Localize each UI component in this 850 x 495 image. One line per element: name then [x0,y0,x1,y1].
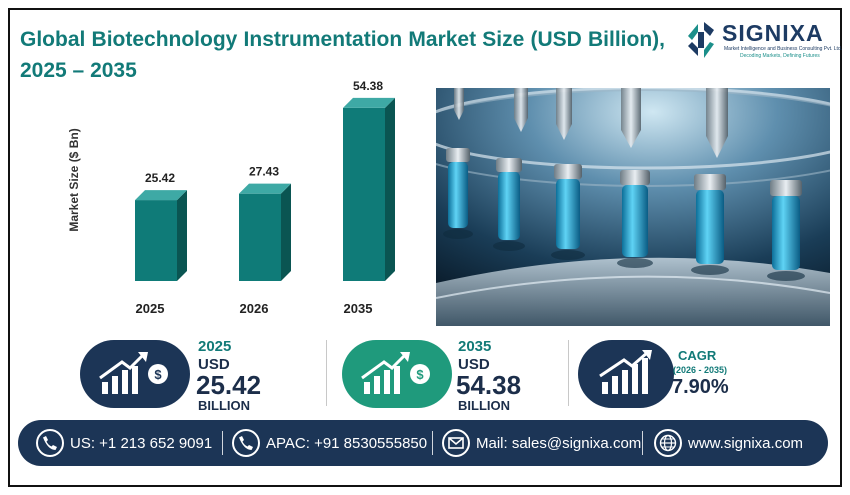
x-tick-label: 2026 [240,301,269,316]
growth-chart-money-icon: $ [342,340,452,408]
contact-divider [642,431,643,455]
phone-icon [36,429,64,457]
x-tick-label: 2025 [136,301,165,316]
key-stats-row: $ 2025 USD 25.42 BILLION $ 2035 USD 54.3… [80,336,770,416]
stat-2025-billion: BILLION [198,398,250,413]
bar-value-label: 27.43 [249,165,279,179]
signixa-logo-mark-icon [688,22,714,58]
contact-divider [432,431,433,455]
cagr-icon-badge [578,340,688,408]
stat-2025-value: 25.42 [196,370,262,400]
stat-divider [568,340,569,406]
lab-vials-photo [436,88,830,326]
stat-divider [326,340,327,406]
logo-slogan: Decoding Markets, Defining Futures [740,53,820,59]
bar-chart-arrow-icon [578,340,674,408]
cagr-value: 7.90% [672,376,729,398]
stat-2035-icon-badge: $ [342,340,452,408]
bar [343,107,385,281]
stat-2025-year: 2025 [198,338,232,355]
bar [135,200,177,281]
bar-top [343,97,395,108]
globe-icon [654,429,682,457]
stat-2035-billion: BILLION [458,398,510,413]
phone-icon [232,429,260,457]
bar-side [177,190,187,281]
bar-value-label: 25.42 [145,171,175,185]
bar-side [281,183,291,281]
x-tick-label: 2035 [344,301,373,316]
bar-side [385,97,395,281]
bar-top [239,183,291,194]
bar [239,193,281,281]
contact-website-text: www.signixa.com [688,434,804,452]
bar-top [135,190,187,201]
contact-apac-text: APAC: +91 8530555850 [266,434,428,452]
stat-2035-year: 2035 [458,338,492,355]
y-axis-label: Market Size ($ Bn) [67,128,81,231]
contact-mail-text: Mail: sales@signixa.com [476,434,642,452]
svg-text:$: $ [154,367,162,382]
cagr-label: CAGR [678,348,717,363]
mail-icon [442,429,470,457]
contact-apac-phone[interactable]: APAC: +91 8530555850 [232,420,427,466]
cagr-period: (2026 - 2035) [673,365,728,375]
contact-website[interactable]: www.signixa.com [654,420,803,466]
svg-text:$: $ [416,367,424,382]
contact-divider [222,431,223,455]
contact-bar: US: +1 213 652 9091 APAC: +91 8530555850… [18,420,828,466]
contact-mail[interactable]: Mail: sales@signixa.com [442,420,641,466]
stat-2035-value: 54.38 [456,370,522,400]
stat-2025-icon-badge: $ [80,340,190,408]
logo-wordmark: SIGNIXA [722,20,824,46]
logo-tagline: Market Intelligence and Business Consult… [724,46,843,52]
stat-2035-unit: USD [458,356,490,373]
contact-us-phone[interactable]: US: +1 213 652 9091 [36,420,212,466]
contact-us-text: US: +1 213 652 9091 [70,434,213,452]
page-title: Global Biotechnology Instrumentation Mar… [20,28,665,82]
growth-chart-money-icon: $ [80,340,190,408]
bar-value-label: 54.38 [353,79,383,93]
stat-2025-unit: USD [198,356,230,373]
market-size-bar-chart: Market Size ($ Bn) 25.42 2025 27.43 2026 54.3… [67,79,395,316]
signixa-logo[interactable]: SIGNIXA Market Intelligence and Business… [684,18,842,64]
